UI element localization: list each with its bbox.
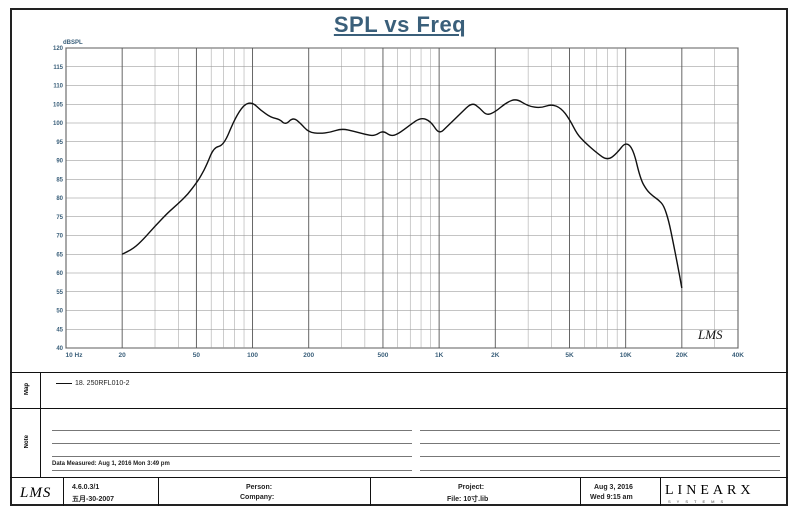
y-tick-label: 55 — [56, 290, 63, 296]
outer-frame — [10, 8, 788, 506]
y-tick-label: 45 — [56, 327, 63, 333]
y-tick-label: 65 — [56, 252, 63, 258]
y-tick-label: 95 — [56, 140, 63, 146]
y-tick-label: 100 — [53, 121, 64, 127]
note-line — [52, 470, 412, 471]
y-tick-label: 105 — [53, 102, 64, 108]
legend-series-name: 18. 250RFL010-2 — [75, 380, 130, 387]
file-label: File: 10寸.lib — [447, 496, 489, 503]
footer-label-column — [40, 372, 41, 477]
y-tick-label: 60 — [56, 271, 63, 277]
x-tick-label: 10K — [620, 352, 632, 359]
x-tick-label: 2K — [491, 352, 500, 359]
data-measured: Data Measured: Aug 1, 2016 Mon 3:49 pm — [52, 461, 170, 467]
note-line — [420, 430, 780, 431]
y-tick-label: 90 — [56, 159, 63, 165]
date-line2: Wed 9:15 am — [590, 494, 633, 501]
lms-logo: LMS — [20, 485, 52, 501]
note-row-label: Note — [24, 435, 30, 449]
tick-labels: 40 45 50 55 60 65 70 75 80 85 90 95 100 105 110 115 120 1… — [53, 46, 744, 359]
project-label: Project: — [458, 484, 485, 491]
x-tick-label: 20K — [676, 352, 688, 359]
legend-swatch — [56, 382, 72, 384]
info-divider — [370, 477, 371, 506]
note-line — [420, 443, 780, 444]
person-label: Person: — [246, 484, 273, 491]
x-tick-label: 50 — [193, 352, 201, 359]
series — [121, 99, 683, 289]
x-tick-label: 1K — [435, 352, 444, 359]
grid — [65, 47, 739, 349]
lms-watermark: LMS — [697, 327, 723, 342]
y-tick-label: 50 — [56, 309, 63, 315]
version-line1: 4.6.0.3/1 — [72, 484, 100, 491]
y-axis-label: dBSPL — [63, 40, 83, 46]
legend-entry: 18. 250RFL010-2 — [56, 380, 129, 387]
footer-divider-top — [10, 372, 788, 373]
info-divider — [660, 477, 661, 506]
x-tick-label: 5K — [565, 352, 574, 359]
map-row-label: Map — [24, 383, 30, 395]
y-tick-label: 75 — [56, 215, 63, 221]
info-divider — [158, 477, 159, 506]
x-tick-label: 20 — [119, 352, 127, 359]
linearx-logo: LINEARX — [665, 483, 755, 498]
footer-divider-mid — [10, 408, 788, 409]
note-line — [52, 456, 412, 457]
note-line — [420, 456, 780, 457]
info-divider — [63, 477, 64, 506]
linearx-sub: SYSTEMS — [668, 499, 730, 504]
info-divider — [580, 477, 581, 506]
note-line — [420, 470, 780, 471]
series-line — [121, 99, 683, 289]
y-tick-label: 115 — [53, 65, 63, 71]
chart-title: SPL vs Freq — [333, 12, 467, 37]
y-tick-label: 70 — [56, 234, 63, 240]
footer-divider-bottom — [10, 477, 788, 478]
company-label: Company: — [240, 494, 275, 501]
date-line1: Aug 3, 2016 — [594, 484, 633, 491]
note-line — [52, 430, 412, 431]
x-tick-label: 40K — [732, 352, 744, 359]
x-tick-label: 10 Hz — [66, 352, 84, 359]
y-tick-label: 120 — [53, 46, 64, 52]
x-tick-label: 500 — [378, 352, 389, 359]
version-line2: 五月-30-2007 — [72, 496, 115, 503]
y-tick-label: 85 — [56, 177, 63, 183]
x-tick-label: 200 — [303, 352, 314, 359]
y-tick-label: 40 — [56, 346, 63, 352]
y-tick-label: 80 — [56, 196, 63, 202]
note-line — [52, 443, 412, 444]
x-tick-label: 100 — [247, 352, 258, 359]
y-tick-label: 110 — [53, 84, 63, 90]
